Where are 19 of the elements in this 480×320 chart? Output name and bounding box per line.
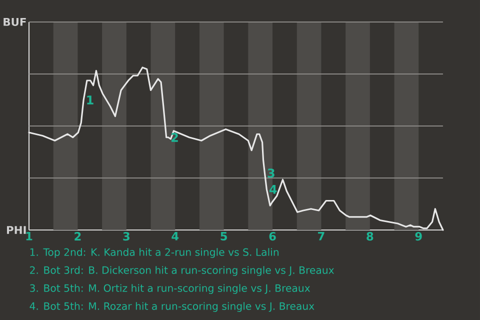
x-tick-label: 2 — [74, 232, 81, 240]
annotation: 4 — [269, 184, 277, 194]
text: 2. Bot 3rd: B. Dickerson hit a run-scoring single vs J. Breaux — [30, 266, 334, 276]
x-tick-label: 1 — [26, 232, 32, 240]
annotation: 1 — [87, 96, 94, 104]
annotation: 2 — [172, 132, 178, 142]
x-tick-label: 7 — [318, 232, 324, 240]
annotation: 3 — [268, 168, 274, 178]
text: 4. Bot 5th: M. Rozar hit a run-scoring single vs J. Breaux — [30, 302, 314, 312]
text: BUF — [4, 18, 26, 26]
x-tick-label: 4 — [172, 232, 179, 240]
x-tick-label: 3 — [123, 232, 130, 241]
text: 3. Bot 5th: M. Ortiz hit a run-scoring single vs J. Breaux — [30, 284, 310, 294]
x-tick-label: 6 — [269, 232, 276, 241]
text: PHI — [7, 226, 26, 234]
x-tick-label: 9 — [415, 232, 422, 241]
x-tick-label: 5 — [220, 232, 227, 240]
x-tick-label: 8 — [366, 232, 374, 241]
text: 1. Top 2nd: K. Kanda hit a 2-run single vs S. Lalin — [30, 248, 278, 258]
